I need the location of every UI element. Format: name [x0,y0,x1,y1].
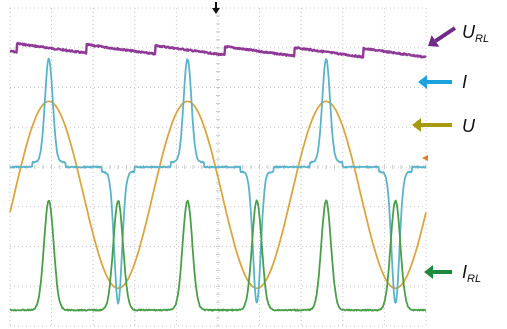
arrow-url [434,26,457,43]
trace-url [9,41,427,59]
trace-i [9,57,427,305]
label-u: U [462,116,476,136]
arrowhead-url [428,35,440,47]
arrowhead-u [412,118,421,132]
trigger-marker [212,8,220,14]
label-url: URL [462,22,489,45]
level-marker [422,155,428,161]
label-irl-subscript: RL [467,273,481,285]
traces [9,41,427,312]
trace-u [9,100,427,290]
label-i: I [462,72,467,92]
label-irl: IRL [462,262,481,285]
label-url-subscript: RL [475,33,489,45]
arrowhead-irl [424,265,433,279]
trace-irl [9,199,427,312]
series-labels: URL I U IRL [412,22,489,285]
arrowhead-i [418,75,427,89]
markers [212,2,428,161]
